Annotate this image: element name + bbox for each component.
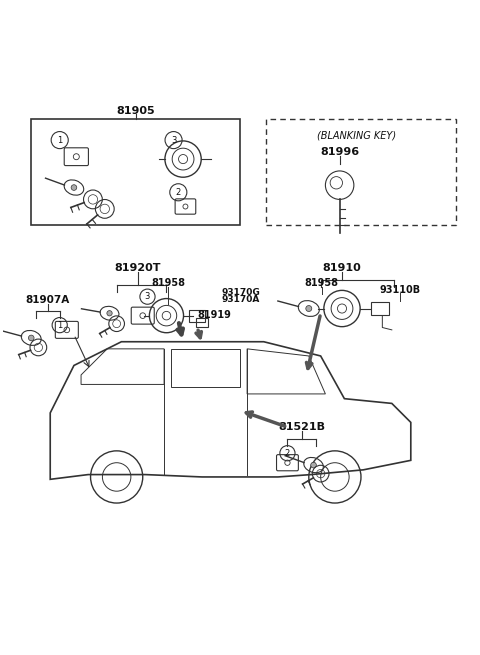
Text: 81958: 81958	[151, 278, 185, 288]
Text: 93170G: 93170G	[222, 288, 261, 297]
Bar	[196, 318, 208, 327]
Text: 81958: 81958	[305, 278, 338, 288]
Text: (BLANKING KEY): (BLANKING KEY)	[317, 130, 396, 140]
Text: 3: 3	[145, 292, 150, 301]
Circle shape	[71, 185, 77, 191]
Text: 81996: 81996	[320, 147, 359, 157]
Text: 2: 2	[285, 449, 290, 458]
Text: 93110B: 93110B	[380, 284, 421, 295]
Text: 81919: 81919	[197, 310, 231, 320]
Text: 81521B: 81521B	[278, 422, 325, 432]
Text: 3: 3	[171, 136, 176, 145]
Text: 1: 1	[57, 136, 62, 145]
Bar	[372, 302, 388, 315]
Text: 81905: 81905	[116, 106, 155, 116]
Circle shape	[311, 462, 316, 468]
Text: 2: 2	[176, 188, 181, 196]
Circle shape	[107, 310, 112, 316]
Bar	[31, 119, 240, 225]
Circle shape	[306, 305, 312, 312]
Bar	[189, 310, 205, 322]
Circle shape	[28, 335, 34, 341]
Text: 81907A: 81907A	[26, 295, 70, 305]
Text: 1: 1	[57, 321, 62, 329]
Text: 93170A: 93170A	[222, 295, 260, 305]
Text: 81910: 81910	[323, 263, 361, 273]
Text: 81920T: 81920T	[115, 263, 161, 273]
